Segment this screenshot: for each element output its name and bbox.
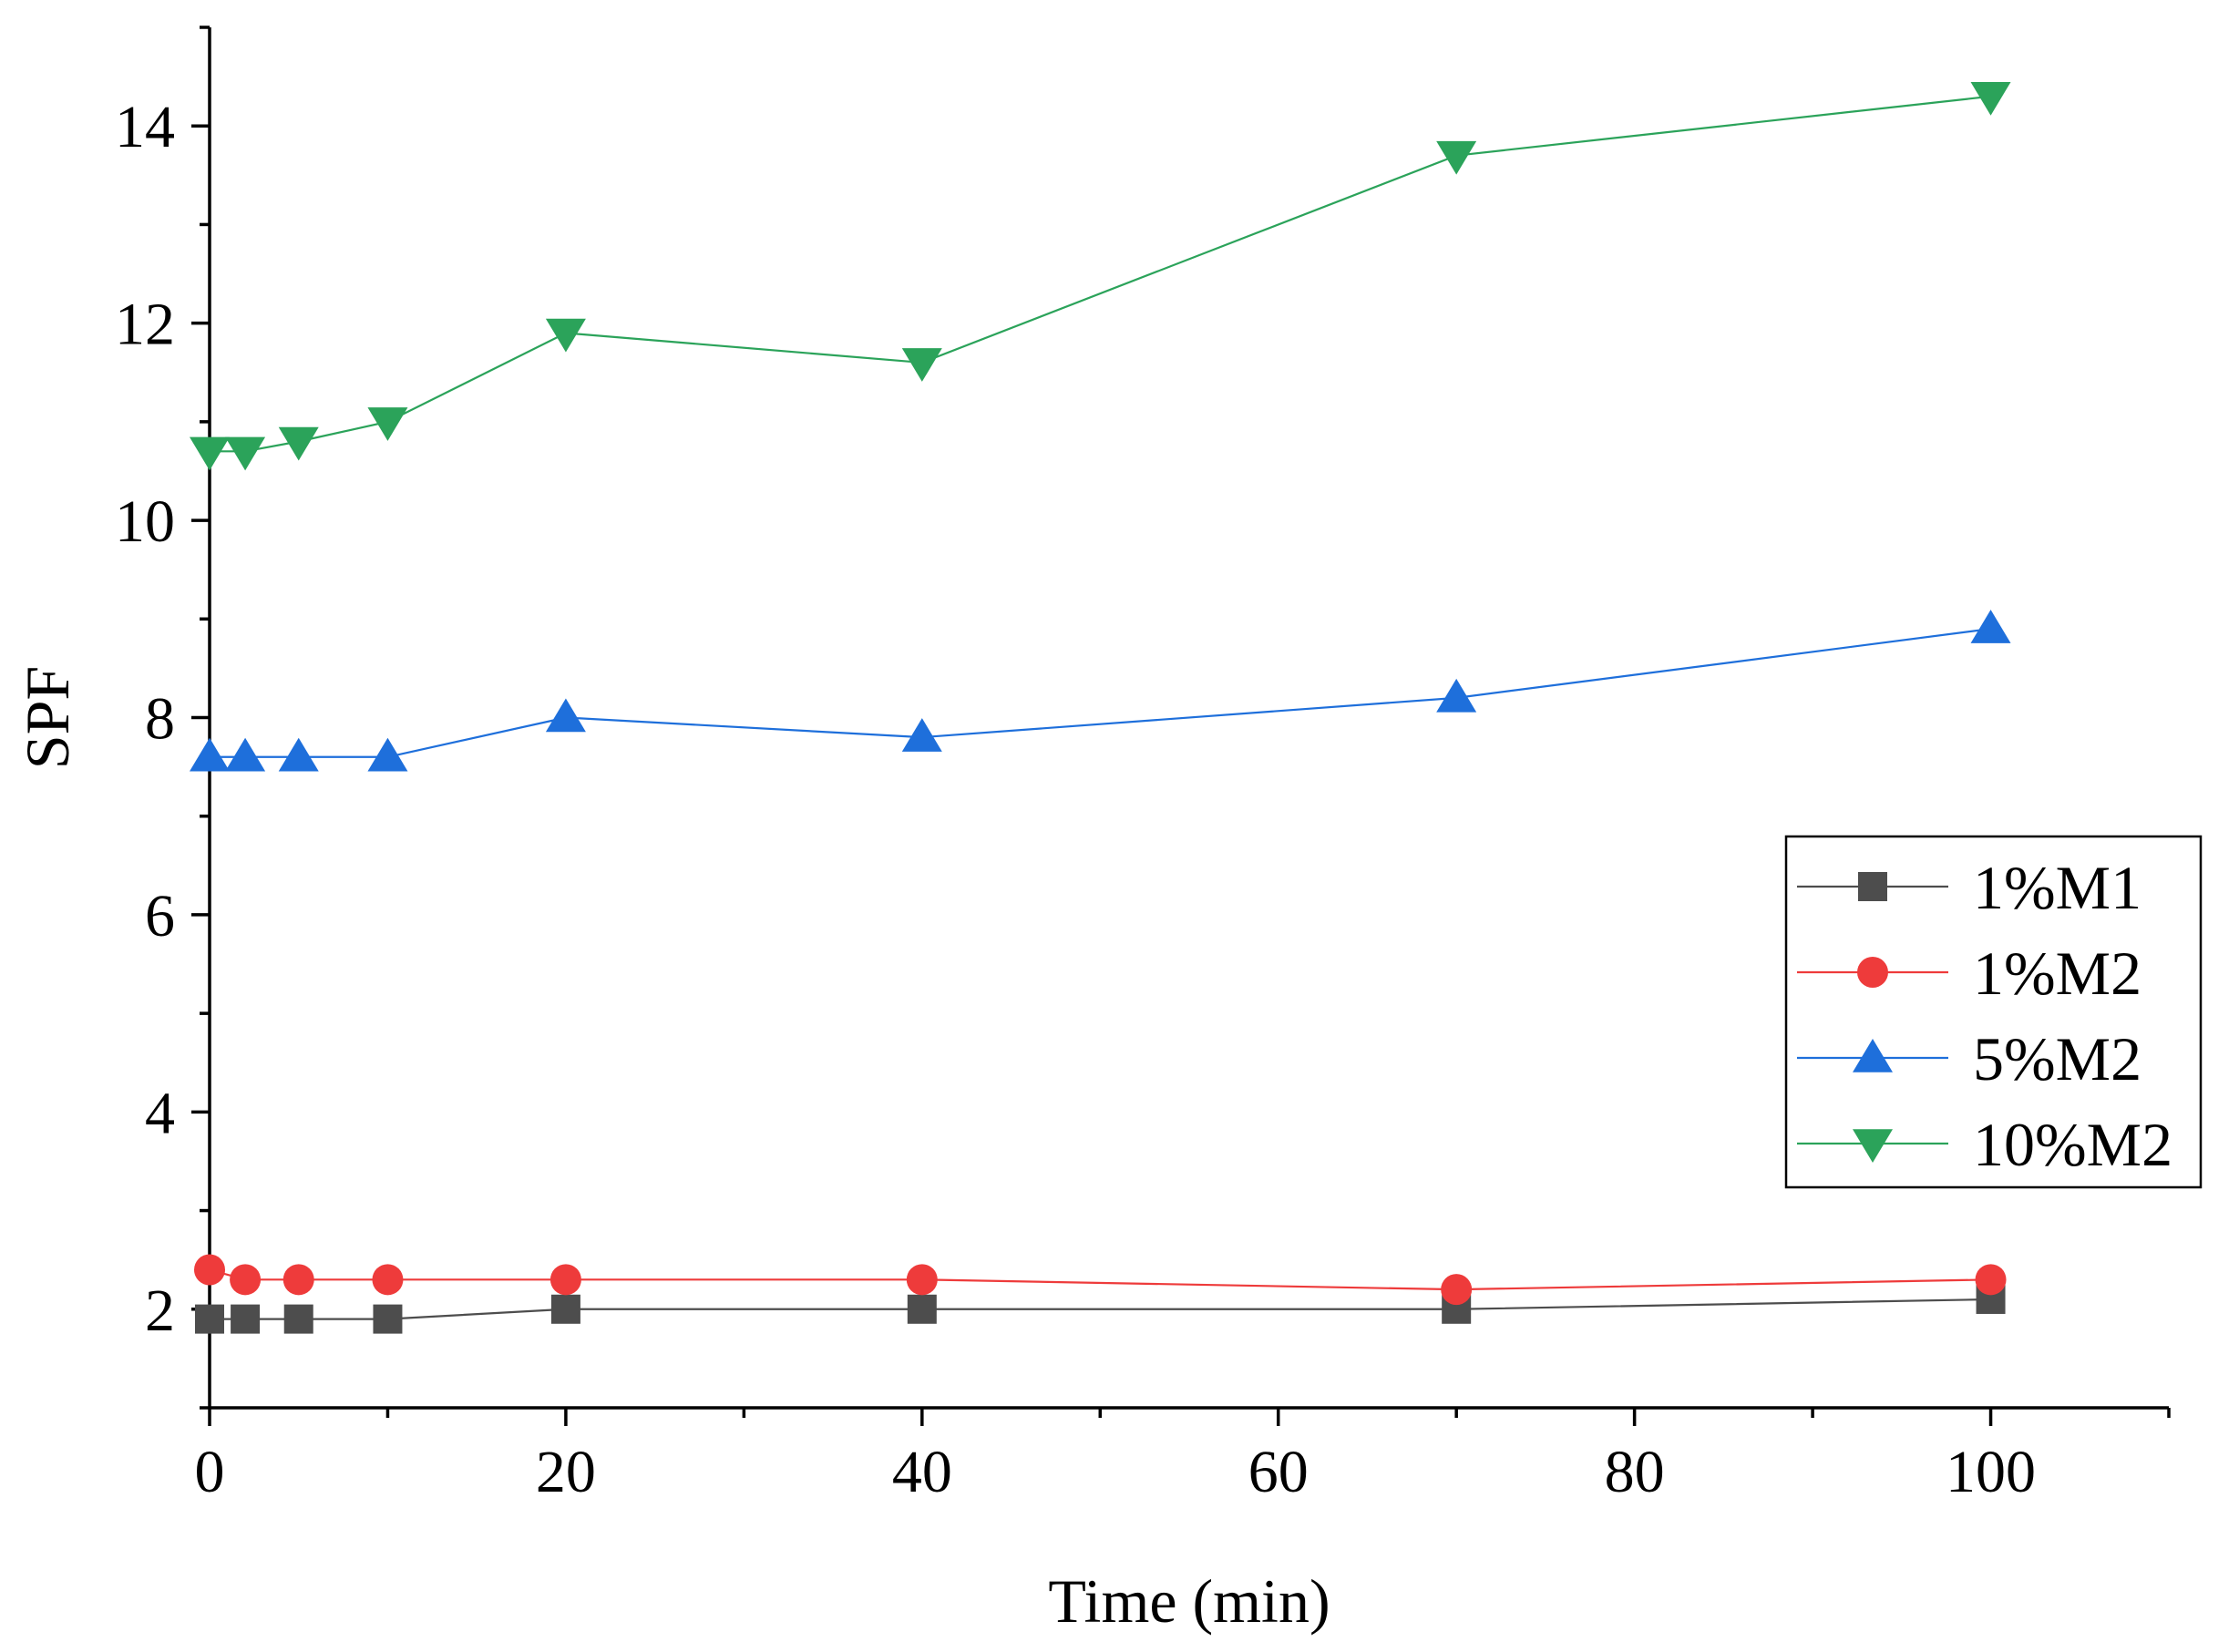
data-point xyxy=(907,1294,937,1324)
x-tick-label: 0 xyxy=(195,1439,225,1505)
legend-label: 10%M2 xyxy=(1973,1110,2172,1179)
y-tick-label: 14 xyxy=(115,94,175,160)
data-point xyxy=(1436,678,1477,713)
data-point xyxy=(372,1264,404,1296)
data-point xyxy=(545,318,586,353)
x-tick-label: 40 xyxy=(892,1439,952,1505)
data-point xyxy=(550,1294,580,1324)
legend-marker xyxy=(1853,1039,1893,1072)
series-5%M2 xyxy=(190,610,2011,772)
data-point xyxy=(901,348,942,382)
data-point xyxy=(549,1264,581,1296)
legend-label: 1%M1 xyxy=(1973,853,2141,922)
series-layer xyxy=(190,82,2011,1334)
y-axis-title: SPF xyxy=(13,666,82,769)
x-tick-label: 100 xyxy=(1946,1439,2036,1505)
data-point xyxy=(1441,1274,1473,1306)
y-tick-label: 12 xyxy=(115,292,175,358)
data-point xyxy=(373,1304,403,1334)
data-point xyxy=(190,436,230,471)
data-point xyxy=(367,407,408,441)
data-point xyxy=(1970,82,2011,116)
data-point xyxy=(906,1264,938,1296)
data-point xyxy=(278,426,319,461)
data-point xyxy=(1436,140,1477,175)
y-tick-label: 4 xyxy=(145,1080,175,1146)
legend-marker xyxy=(1853,1129,1893,1163)
y-tick-label: 2 xyxy=(145,1277,175,1344)
series-line xyxy=(210,1298,1991,1320)
y-tick-label: 8 xyxy=(145,686,175,753)
legend-label: 5%M2 xyxy=(1973,1024,2141,1093)
axes: 0 20 40 60 80 100 2 4 6 8 10 12 14 xyxy=(115,26,2171,1505)
data-point xyxy=(367,737,408,772)
series-line xyxy=(210,628,1991,758)
data-point xyxy=(195,1304,224,1334)
data-point xyxy=(1970,610,2011,643)
x-tick-label: 20 xyxy=(536,1439,596,1505)
data-point xyxy=(282,1264,314,1296)
data-point xyxy=(194,1254,225,1286)
legend-marker xyxy=(1858,872,1887,901)
x-tick-label: 80 xyxy=(1605,1439,1665,1505)
data-point xyxy=(278,737,319,772)
x-axis-title: Time (min) xyxy=(1048,1566,1330,1636)
data-point xyxy=(231,1304,261,1334)
series-line xyxy=(209,1268,1991,1291)
data-point xyxy=(190,737,230,772)
data-point xyxy=(1975,1264,2007,1296)
y-tick-label: 10 xyxy=(115,488,175,555)
data-point xyxy=(545,698,586,733)
data-point xyxy=(230,1264,262,1296)
legend: 1%M1 1%M2 5%M2 10%M2 xyxy=(1784,835,2203,1189)
series-1%M2 xyxy=(194,1254,2007,1306)
series-10%M2 xyxy=(190,82,2011,471)
data-point xyxy=(283,1304,313,1334)
series-1%M1 xyxy=(195,1284,2006,1334)
legend-box xyxy=(1784,835,2203,1189)
legend-marker xyxy=(1857,957,1888,988)
data-point xyxy=(225,737,266,772)
legend-label: 1%M2 xyxy=(1973,939,2141,1008)
y-tick-label: 6 xyxy=(145,883,175,949)
data-point xyxy=(225,436,266,471)
series-line xyxy=(210,95,1991,453)
data-point xyxy=(901,718,942,752)
x-tick-label: 60 xyxy=(1248,1439,1309,1505)
